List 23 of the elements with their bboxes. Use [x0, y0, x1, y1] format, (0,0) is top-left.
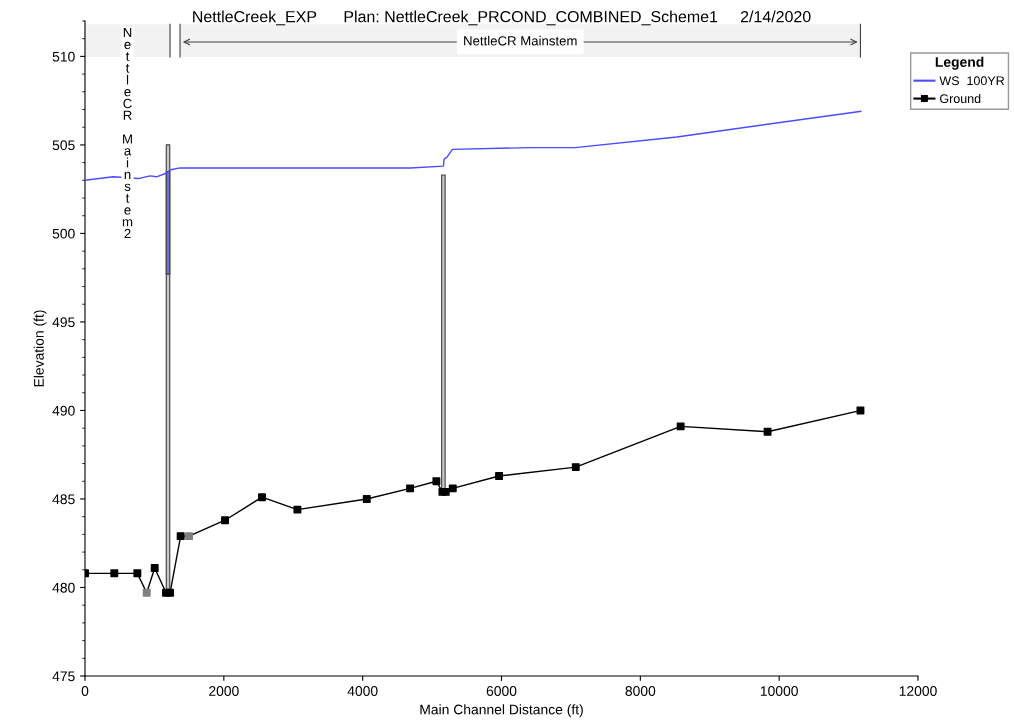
x-tick-label: 10000	[760, 686, 798, 696]
x-tick-label: 8000	[625, 686, 656, 696]
y-tick-label: 485	[52, 494, 75, 505]
y-tick-label: 510	[52, 51, 75, 62]
y-tick-label: 480	[52, 582, 75, 593]
x-tick-label: 6000	[486, 686, 517, 696]
y-tick-label: 490	[52, 405, 75, 416]
chart-title: NettleCreek_EXP Plan: NettleCreek_PRCOND_COMBINED_Scheme1 2/14/2020	[193, 10, 811, 26]
x-axis-title: Main Channel Distance (ft)	[420, 704, 583, 718]
y-axis-title: Elevation (ft)	[33, 310, 47, 387]
x-tick-label: 2000	[209, 686, 239, 696]
legend-label: Ground	[940, 93, 981, 104]
y-tick-label: 505	[52, 140, 75, 151]
text: NettleCR Mainstem2	[122, 28, 133, 239]
x-tick-label: 4000	[347, 686, 378, 696]
legend-label: WS 100YR	[939, 76, 1005, 86]
y-tick-label: 475	[52, 671, 75, 682]
x-tick-label: 0	[81, 686, 89, 696]
y-tick-label: 500	[52, 228, 75, 239]
y-tick-label: 495	[52, 317, 75, 328]
legend-title: Legend	[935, 56, 984, 70]
x-tick-label: 12000	[899, 686, 937, 696]
band-label: NettleCR Mainstem	[464, 35, 577, 46]
